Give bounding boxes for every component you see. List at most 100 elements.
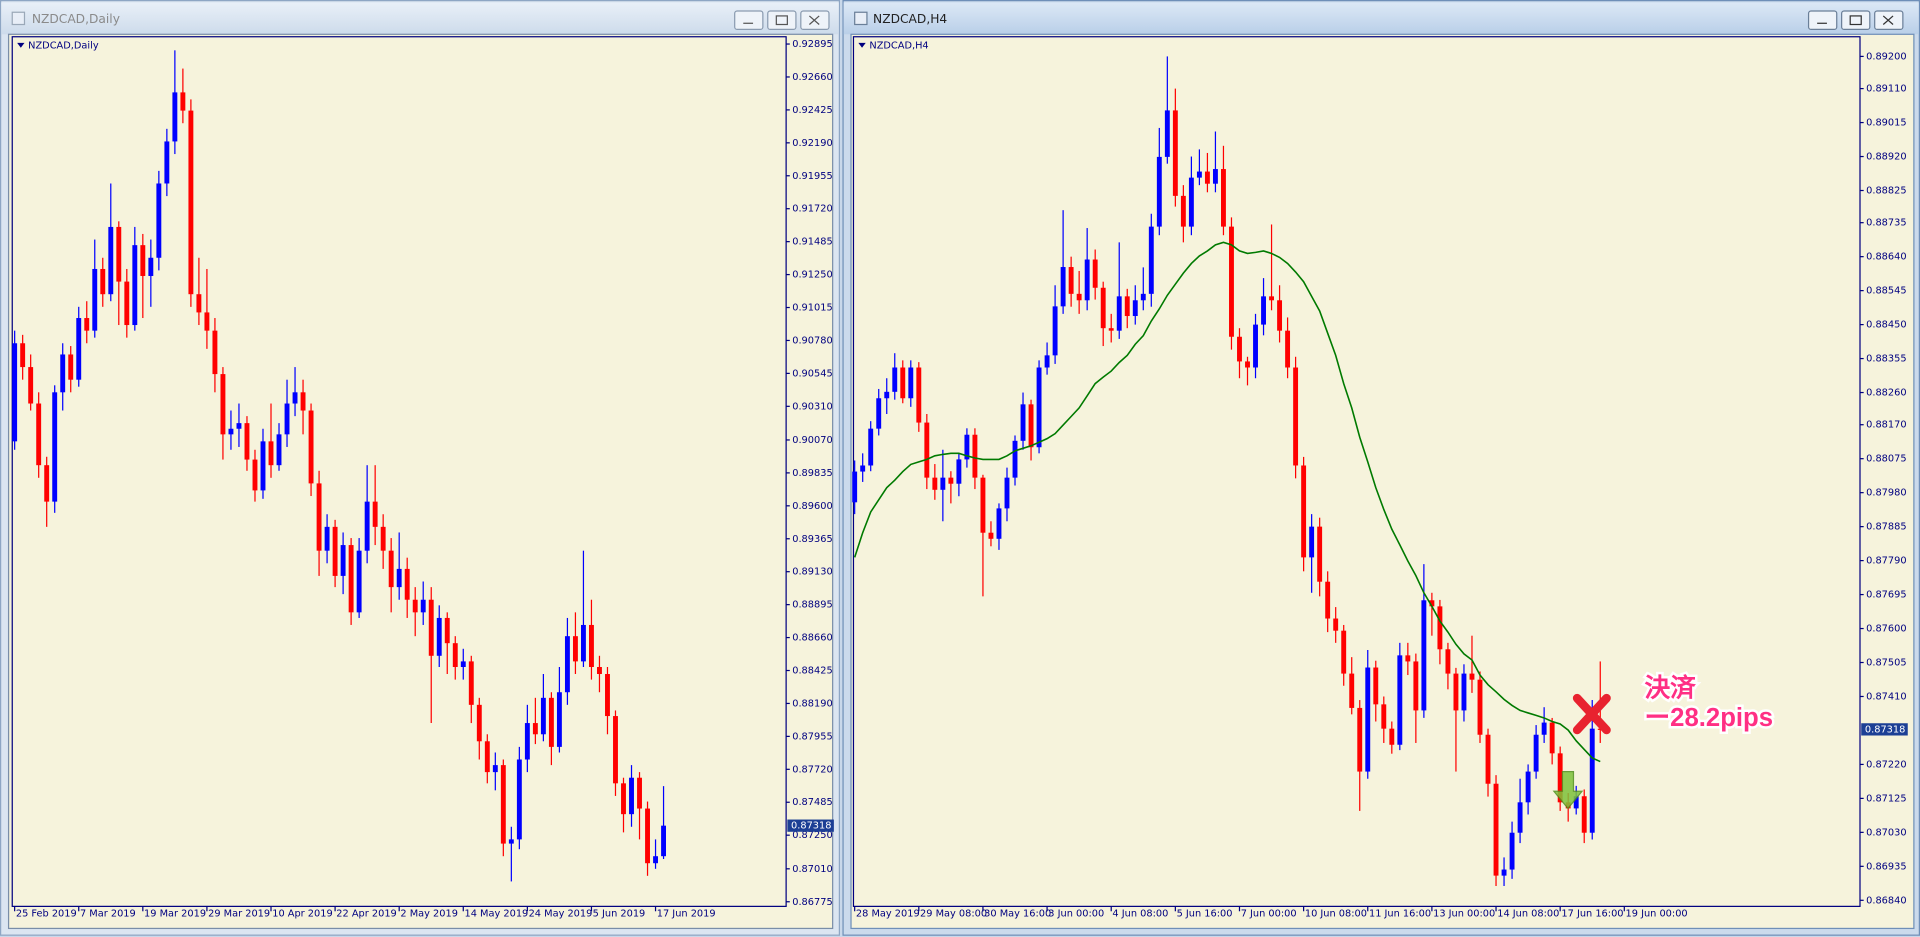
y-tick-label: 0.89200 bbox=[1866, 51, 1906, 62]
candle-body bbox=[988, 532, 994, 539]
x-tick-label: 17 Jun 16:00 bbox=[1561, 909, 1623, 920]
x-tick-label: 19 Mar 2019 bbox=[144, 909, 206, 920]
candle-body bbox=[908, 367, 914, 399]
window-title: NZDCAD,Daily bbox=[32, 12, 120, 26]
candle-body bbox=[1212, 169, 1218, 184]
x-tick-label: 17 Jun 2019 bbox=[657, 909, 716, 920]
y-tick-label: 0.87980 bbox=[1866, 488, 1906, 499]
y-tick-label: 0.88640 bbox=[1866, 252, 1906, 263]
candle-body bbox=[68, 354, 74, 380]
chart-area bbox=[850, 33, 1915, 930]
candle-body bbox=[1381, 704, 1387, 729]
candle-body bbox=[940, 477, 946, 490]
candle-body bbox=[460, 661, 466, 668]
candle-body bbox=[124, 281, 130, 326]
entry-arrow bbox=[1552, 771, 1584, 810]
y-tick-label: 0.87505 bbox=[1866, 658, 1906, 669]
candle-body bbox=[44, 465, 50, 502]
candle-body bbox=[84, 318, 90, 331]
y-tick-label: 0.90310 bbox=[792, 401, 832, 412]
window-buttons[interactable] bbox=[734, 10, 830, 31]
candle-body bbox=[1501, 869, 1507, 876]
candle-body bbox=[1108, 328, 1114, 331]
x-tick-label: 5 Jun 2019 bbox=[593, 909, 646, 920]
candle-body bbox=[452, 643, 458, 668]
candle-body bbox=[564, 636, 570, 693]
candle-body bbox=[1237, 336, 1242, 362]
candle-body bbox=[516, 759, 522, 840]
candle-body bbox=[484, 741, 490, 773]
y-tick-label: 0.88425 bbox=[792, 666, 832, 677]
candle-body bbox=[1557, 753, 1563, 803]
y-tick-label: 0.87955 bbox=[792, 731, 832, 742]
candle-body bbox=[580, 624, 586, 662]
window-buttons[interactable] bbox=[1807, 10, 1904, 31]
y-tick-label: 0.87695 bbox=[1866, 590, 1906, 601]
y-tick-label: 0.92660 bbox=[792, 72, 832, 83]
candle-body bbox=[1092, 259, 1098, 288]
last-price-label: 0.87318 bbox=[1865, 724, 1905, 735]
candle-body bbox=[1044, 355, 1050, 368]
candle-body bbox=[852, 471, 858, 503]
candle-body bbox=[396, 568, 402, 588]
candle-body bbox=[1517, 802, 1523, 833]
candle-body bbox=[436, 617, 442, 656]
y-tick-label: 0.87885 bbox=[1866, 522, 1906, 533]
y-tick-label: 0.92190 bbox=[792, 138, 832, 149]
candle-body bbox=[1525, 771, 1531, 803]
candle-body bbox=[1437, 606, 1443, 650]
candle-body bbox=[276, 434, 282, 466]
candle-body bbox=[260, 441, 266, 491]
candle-body bbox=[60, 354, 66, 393]
candle-body bbox=[572, 636, 578, 662]
candle-body bbox=[1325, 581, 1331, 619]
y-tick-label: 0.88735 bbox=[1866, 218, 1906, 229]
candle-body bbox=[1253, 324, 1258, 368]
candle-body bbox=[653, 856, 658, 864]
candle-body bbox=[356, 550, 362, 613]
candle-body bbox=[589, 624, 594, 668]
candle-body bbox=[228, 428, 234, 435]
candle-body bbox=[1277, 300, 1283, 331]
candle-body bbox=[132, 245, 138, 326]
candle-body bbox=[244, 423, 250, 460]
candle-body bbox=[868, 428, 874, 466]
x-tick-label: 14 Jun 08:00 bbox=[1497, 909, 1559, 920]
close-icon bbox=[1572, 693, 1611, 735]
candle-body bbox=[236, 423, 242, 429]
y-tick-label: 0.89365 bbox=[792, 534, 832, 545]
candle-body bbox=[332, 526, 338, 576]
title-bar bbox=[1, 2, 839, 35]
y-tick-label: 0.89015 bbox=[1866, 118, 1906, 129]
candle-body bbox=[637, 777, 642, 809]
candle-body bbox=[324, 526, 330, 551]
x-tick-label: 7 Mar 2019 bbox=[80, 909, 136, 920]
candle-body bbox=[1341, 630, 1347, 674]
candle-body bbox=[212, 330, 218, 375]
x-tick-label: 29 May 08:00 bbox=[920, 909, 987, 920]
last-price-box bbox=[787, 819, 834, 832]
candle-body bbox=[468, 661, 474, 705]
candle-body bbox=[524, 723, 530, 760]
candle-body bbox=[948, 477, 954, 484]
moving-average bbox=[853, 241, 1601, 763]
candle-body bbox=[1188, 177, 1194, 227]
candle-body bbox=[884, 391, 890, 399]
candle-body bbox=[1100, 287, 1106, 329]
y-tick-label: 0.88660 bbox=[792, 633, 832, 644]
candle-body bbox=[597, 667, 602, 675]
candle-body bbox=[1285, 330, 1291, 368]
candle-body bbox=[140, 245, 146, 276]
candle-body bbox=[12, 343, 18, 442]
candle-body bbox=[180, 92, 186, 111]
y-tick-label: 0.88450 bbox=[1866, 320, 1906, 331]
x-tick-label: 13 Jun 00:00 bbox=[1433, 909, 1495, 920]
candle-body bbox=[300, 392, 306, 411]
candle-body bbox=[1124, 296, 1130, 317]
candle-body bbox=[340, 545, 346, 576]
y-tick-label: 0.92425 bbox=[792, 105, 832, 116]
candle-body bbox=[1204, 171, 1210, 184]
candle-body bbox=[220, 374, 226, 435]
candle-body bbox=[100, 268, 106, 295]
